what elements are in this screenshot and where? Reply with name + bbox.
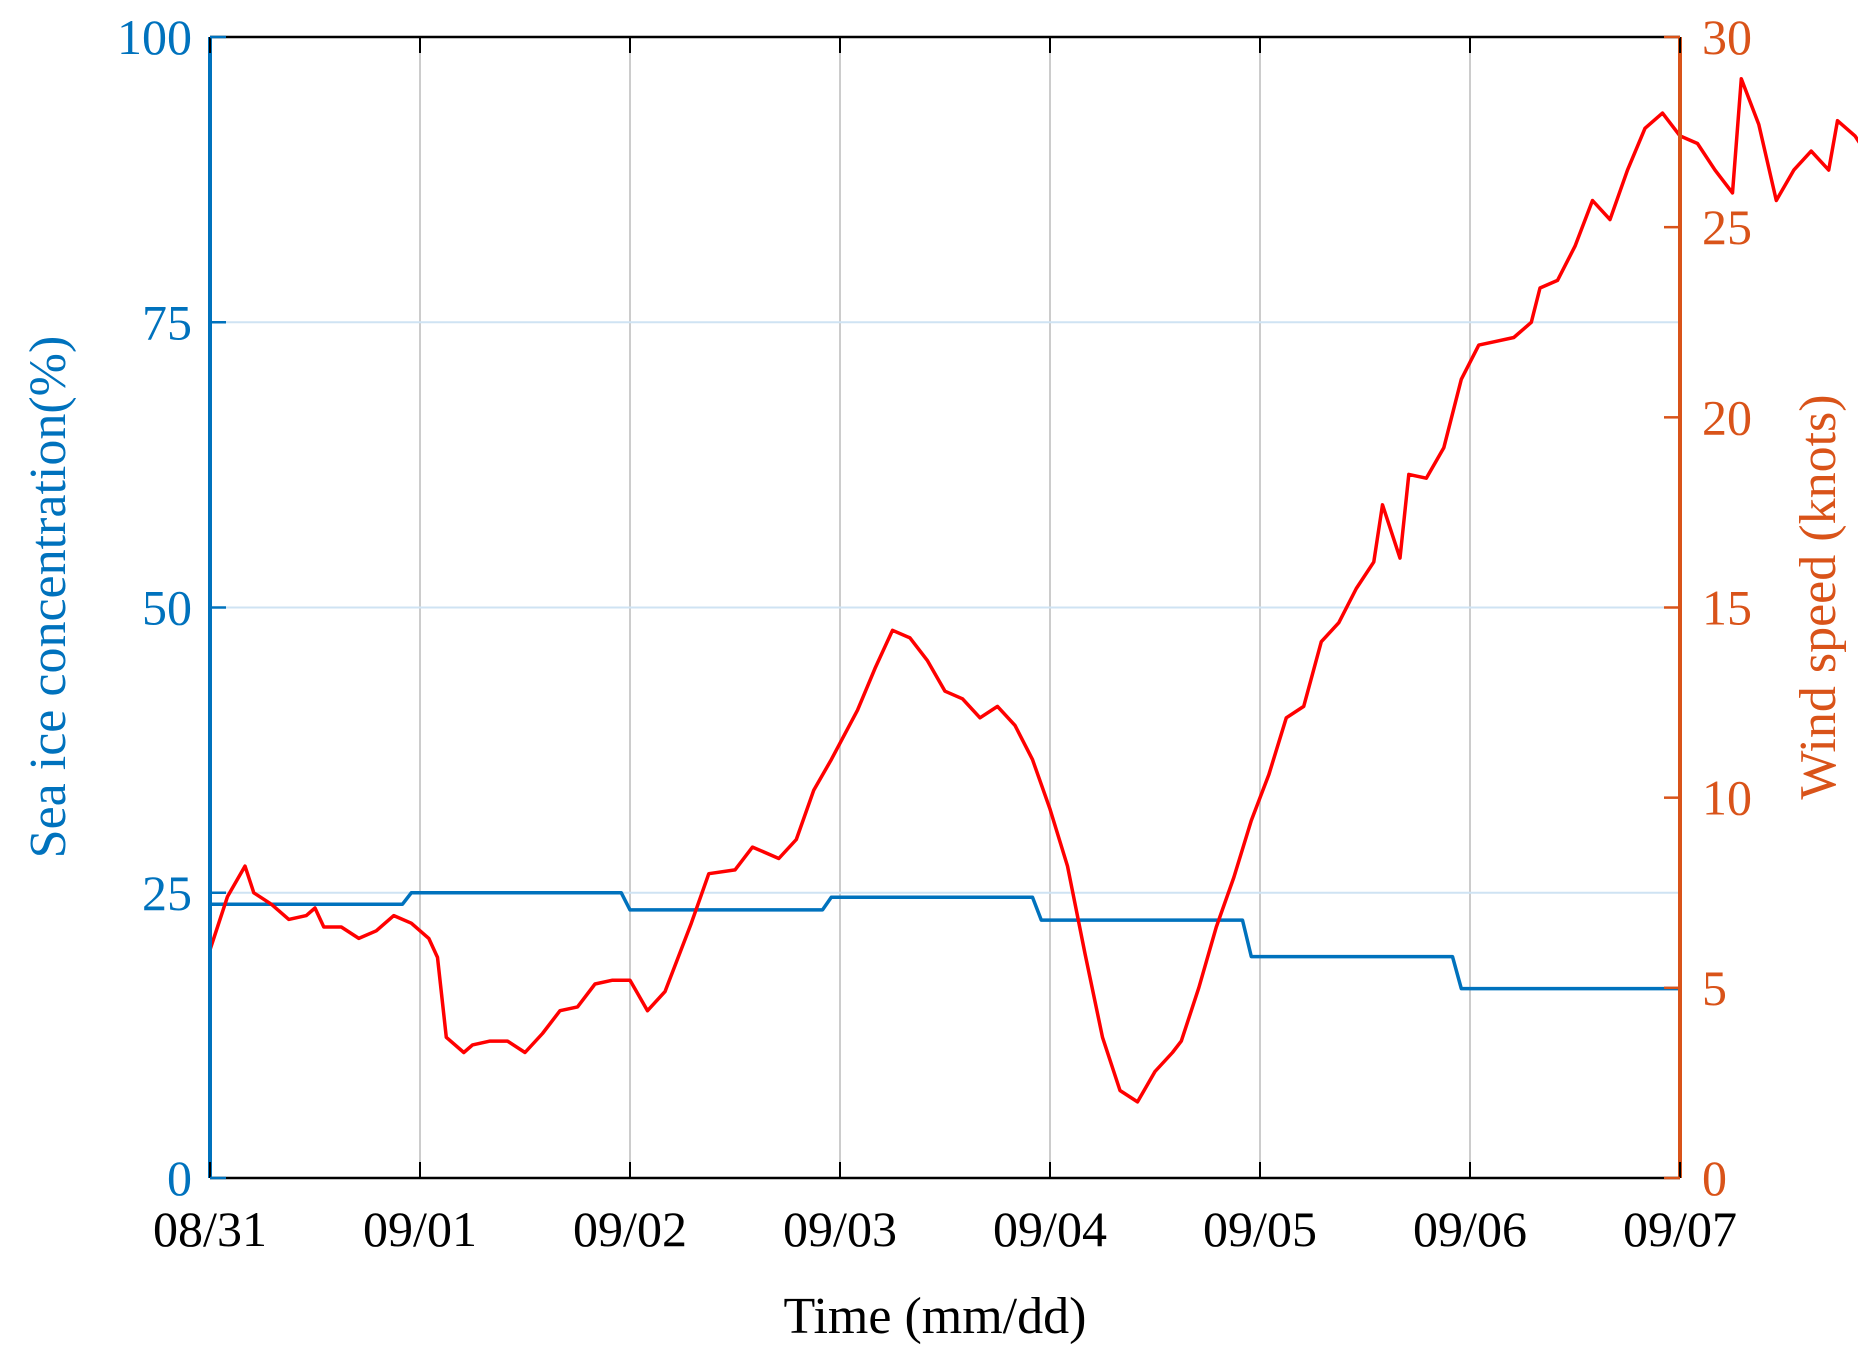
- left-axis-label: Sea ice concentration(%): [20, 336, 77, 859]
- left-tick-label: 50: [142, 580, 192, 636]
- left-tick-label: 75: [142, 294, 192, 350]
- right-tick-label: 25: [1702, 199, 1752, 255]
- right-tick-label: 15: [1702, 580, 1752, 636]
- ticks-layer: 08/31 09/01 09/02 09/03 09/04 09/05 09/06 09/07…: [117, 9, 1752, 1257]
- x-tick-label: 09/05: [1203, 1201, 1317, 1257]
- right-tick-label: 5: [1702, 960, 1727, 1016]
- x-tick-label: 09/01: [363, 1201, 477, 1257]
- x-axis-label: Time (mm/dd): [784, 1288, 1087, 1345]
- x-tick-label: 09/02: [573, 1201, 687, 1257]
- right-axis-label: Wind speed (knots): [1790, 394, 1847, 799]
- wind-speed-line: [208, 77, 1858, 1104]
- right-tick-label: 20: [1702, 389, 1752, 445]
- right-tick-label: 0: [1702, 1150, 1727, 1206]
- grid-layer: [210, 37, 1680, 1178]
- ice-concentration-line: [208, 891, 1682, 991]
- right-tick-label: 30: [1702, 9, 1752, 65]
- x-tick-label: 09/04: [993, 1201, 1107, 1257]
- series-layer: [208, 77, 1858, 1104]
- x-tick-label: 08/31: [153, 1201, 267, 1257]
- x-tick-label: 09/03: [783, 1201, 897, 1257]
- left-tick-label: 100: [117, 9, 192, 65]
- x-tick-label: 09/06: [1413, 1201, 1527, 1257]
- right-tick-label: 10: [1702, 770, 1752, 826]
- left-tick-label: 25: [142, 865, 192, 921]
- x-tick-label: 09/07: [1623, 1201, 1737, 1257]
- left-tick-label: 0: [167, 1150, 192, 1206]
